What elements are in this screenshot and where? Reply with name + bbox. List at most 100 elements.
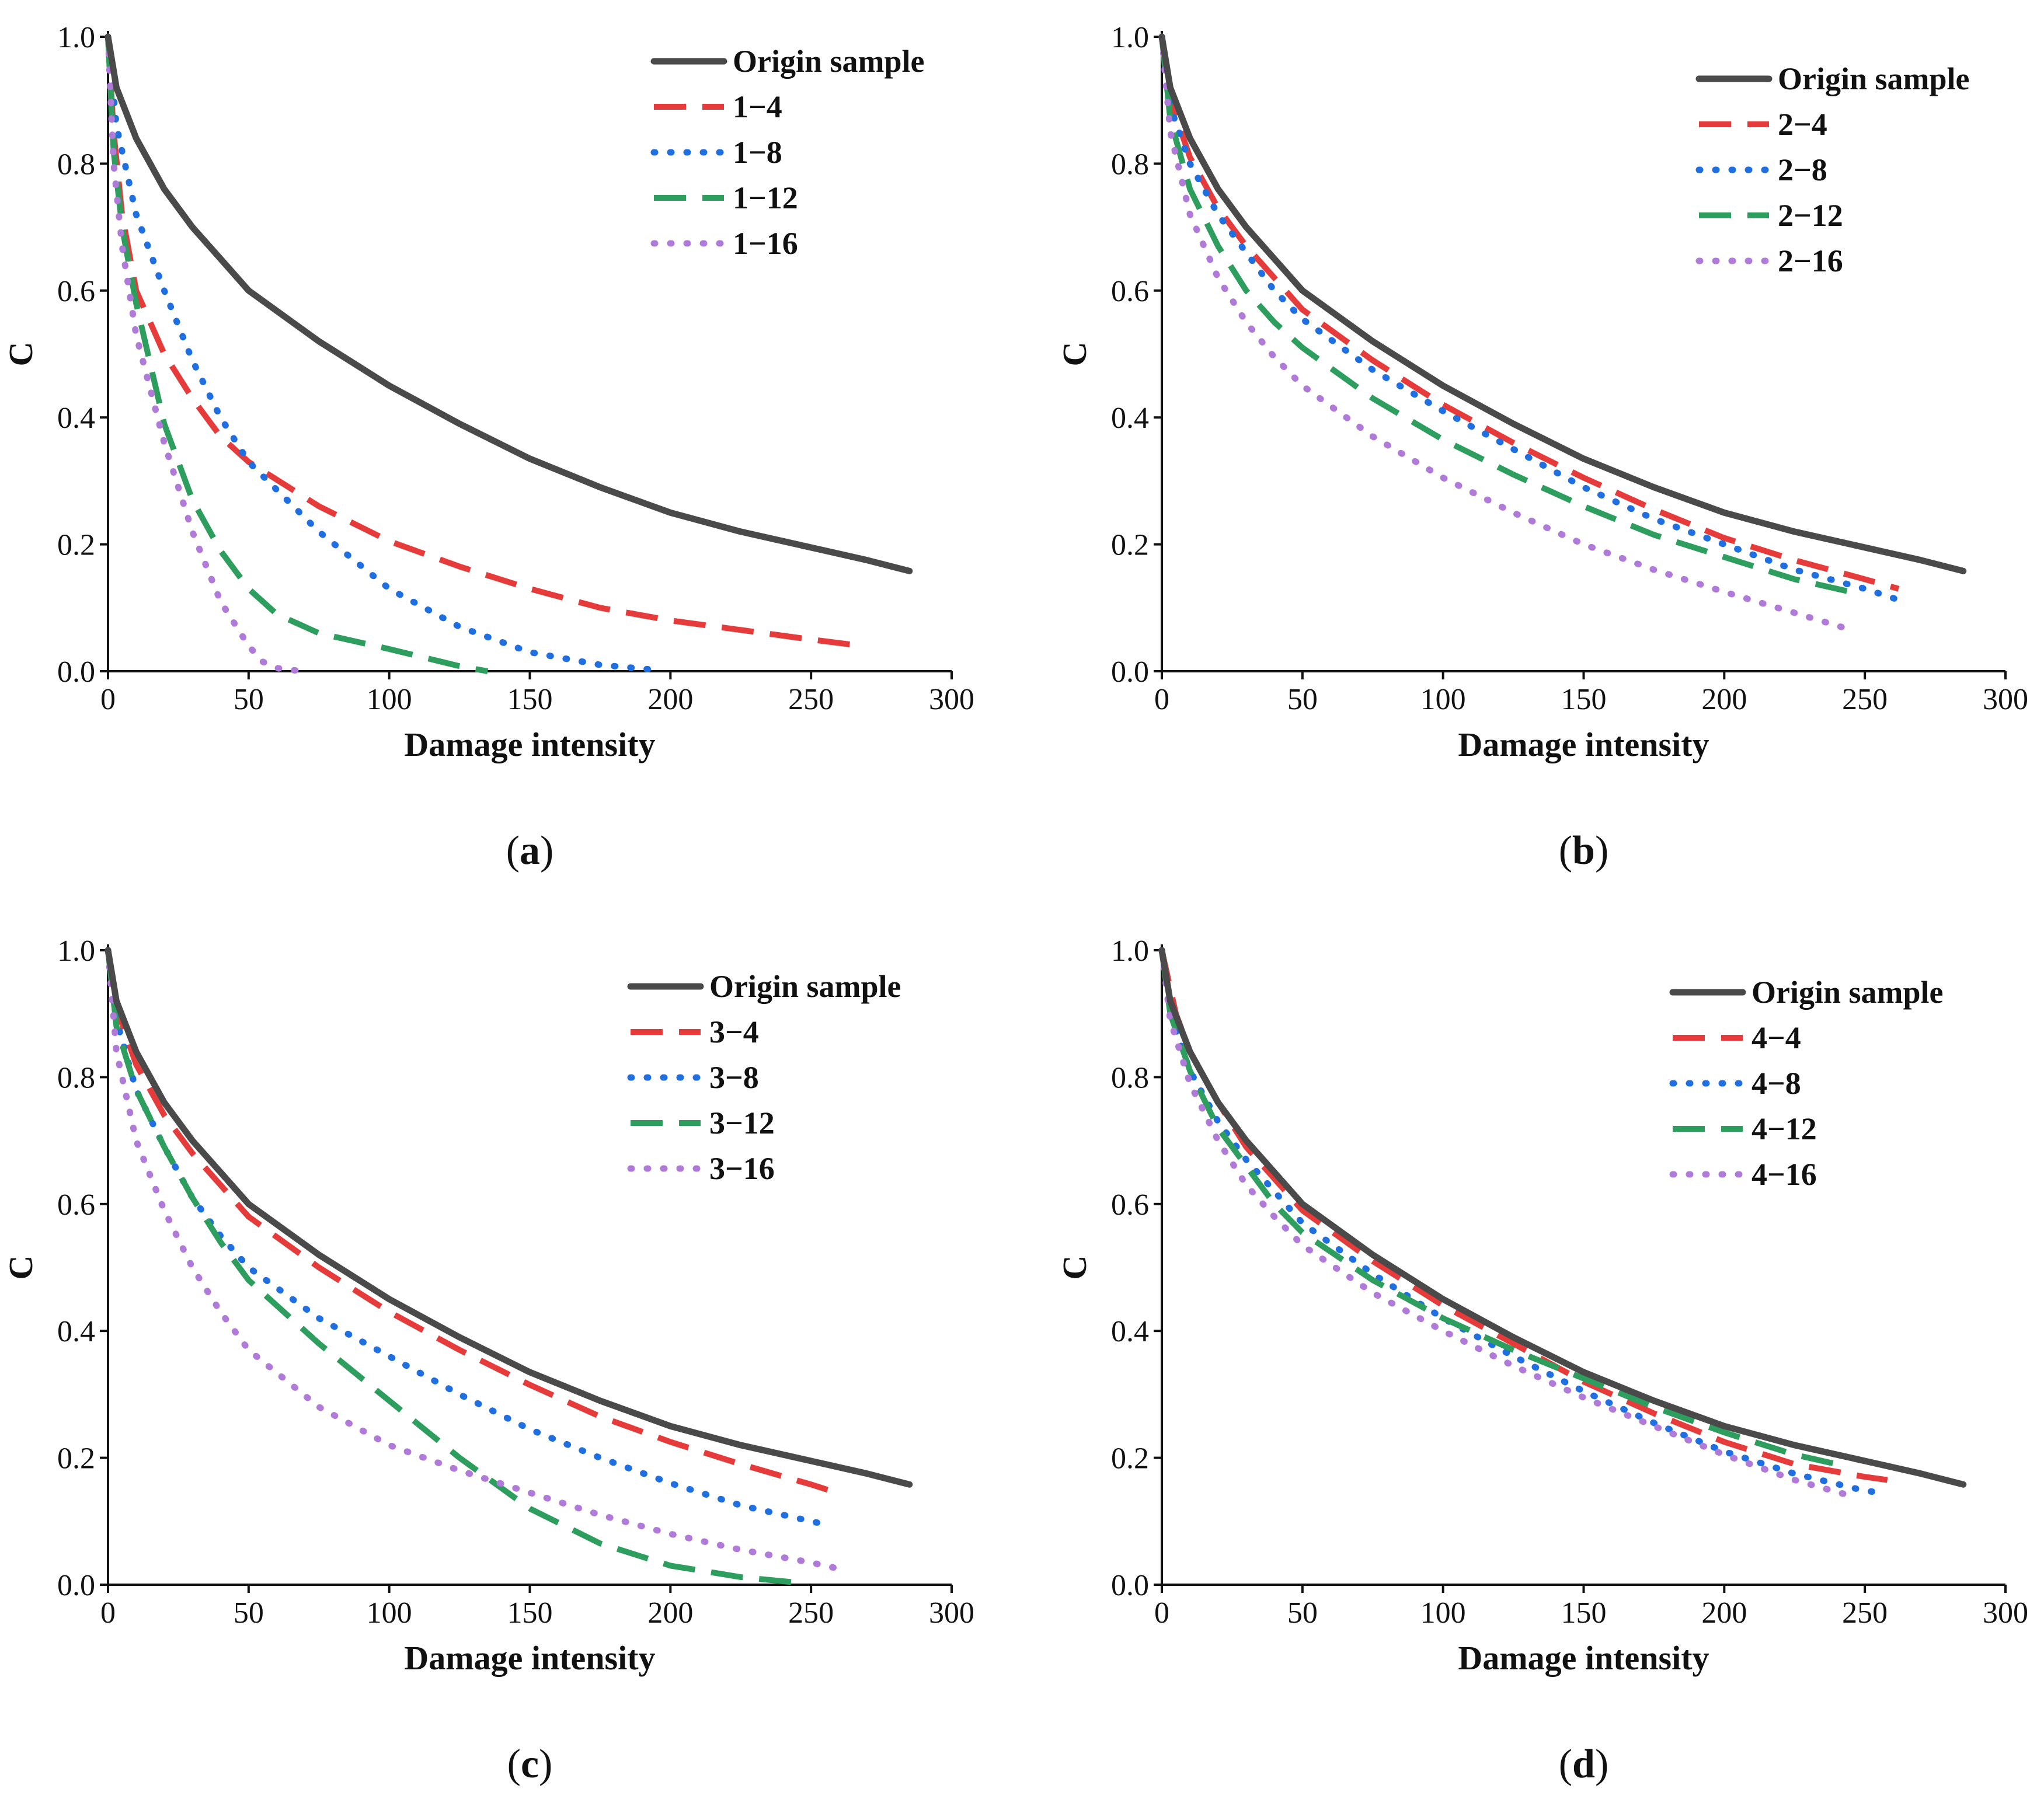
caption-letter: b — [1572, 828, 1595, 873]
series-line-3-12 — [105, 950, 806, 1586]
x-tick-label: 200 — [647, 683, 693, 716]
x-axis-title: Damage intensity — [1458, 1639, 1709, 1677]
x-tick-label: 250 — [788, 683, 834, 716]
x-tick-label: 100 — [367, 1596, 412, 1630]
x-tick-label: 300 — [929, 1596, 974, 1630]
x-tick-label: 0 — [1154, 1596, 1169, 1630]
y-tick-label: 0.2 — [1111, 1442, 1149, 1476]
y-tick-label: 0.2 — [1111, 529, 1149, 562]
y-axis-title: C — [2, 1256, 40, 1280]
legend-label: Origin sample — [1778, 61, 1970, 96]
legend-label: 3−4 — [709, 1014, 759, 1049]
legend-label: Origin sample — [733, 44, 925, 79]
x-tick-label: 0 — [100, 683, 116, 716]
x-tick-label: 150 — [1561, 1596, 1607, 1630]
series-line-1-16 — [105, 33, 308, 675]
caption-letter: a — [520, 828, 540, 873]
x-tick-label: 150 — [507, 683, 553, 716]
chart-panel-d: 0 50 100 150 200 250 300 0.0 0.2 0.4 0.6 0.8 1.0 Dama… — [1056, 934, 2028, 1787]
x-tick-label: 300 — [929, 683, 974, 716]
x-tick-label: 200 — [647, 1596, 693, 1630]
series-line-origin-sample — [105, 947, 913, 1488]
y-axis-title: C — [1056, 1256, 1094, 1280]
y-tick-label: 0.0 — [57, 1569, 95, 1602]
x-tick-label: 250 — [1842, 683, 1888, 716]
x-tick-label: 0 — [1154, 683, 1169, 716]
y-axis-title: C — [2, 342, 40, 367]
chart-panel-a: 0 50 100 150 200 250 300 0.0 0.2 0.4 0.6 0.8 1.0 Dama… — [2, 21, 974, 873]
series-line-2-12 — [1159, 36, 1852, 595]
series-line-4-12 — [1159, 950, 1838, 1467]
legend-label: 3−8 — [709, 1060, 759, 1095]
x-tick-label: 0 — [100, 1596, 116, 1630]
caption-paren-close: ) — [539, 1742, 552, 1787]
y-tick-label: 0.4 — [57, 1315, 95, 1348]
y-tick-label: 0.6 — [1111, 1188, 1149, 1222]
legend-label: 4−12 — [1751, 1111, 1817, 1146]
x-tick-label: 100 — [1420, 1596, 1466, 1630]
legend-label: 4−8 — [1751, 1066, 1801, 1101]
y-tick-label: 0.0 — [1111, 655, 1149, 689]
caption-paren-open: ( — [1559, 828, 1572, 873]
caption-paren-open: ( — [507, 1742, 521, 1787]
y-tick-label: 1.0 — [1111, 21, 1149, 54]
caption-letter: c — [521, 1742, 539, 1787]
x-tick-label: 50 — [1287, 683, 1318, 716]
legend: Origin sample 1−4 1−8 1−12 1−16 — [650, 44, 925, 261]
y-tick-label: 1.0 — [57, 934, 95, 968]
legend-label: 2−8 — [1778, 152, 1827, 187]
x-tick-label: 250 — [1842, 1596, 1888, 1630]
series-line-1-8 — [105, 33, 660, 674]
x-tick-label: 200 — [1701, 1596, 1747, 1630]
y-tick-label: 0.6 — [57, 1188, 95, 1222]
legend: Origin sample 4−4 4−8 4−12 4−16 — [1669, 975, 1944, 1192]
caption-paren-open: ( — [1559, 1742, 1572, 1787]
panel-caption: (d) — [1559, 1742, 1609, 1787]
legend-label: 3−12 — [709, 1106, 775, 1141]
legend-label: 2−12 — [1778, 198, 1843, 233]
y-tick-label: 0.4 — [57, 402, 95, 435]
y-tick-label: 0.6 — [57, 275, 95, 308]
legend-label: 4−16 — [1751, 1157, 1817, 1192]
x-tick-label: 50 — [1287, 1596, 1318, 1630]
series-line-3-4 — [105, 950, 832, 1494]
legend-label: 1−8 — [733, 135, 782, 170]
y-tick-label: 1.0 — [57, 21, 95, 54]
series-line-3-16 — [105, 947, 842, 1572]
y-tick-label: 0.0 — [57, 655, 95, 689]
y-tick-label: 0.4 — [1111, 1315, 1149, 1348]
caption-paren-close: ) — [1595, 1742, 1608, 1787]
y-tick-label: 0.8 — [57, 148, 95, 181]
y-tick-label: 0.8 — [1111, 148, 1149, 181]
series-line-3-8 — [105, 947, 828, 1528]
x-tick-label: 150 — [1561, 683, 1607, 716]
panel-caption: (b) — [1559, 828, 1609, 873]
series-line-origin-sample — [1158, 947, 1967, 1488]
chart-panel-b: 0 50 100 150 200 250 300 0.0 0.2 0.4 0.6 0.8 1.0 Dama… — [1056, 21, 2028, 873]
legend: Origin sample 3−4 3−8 3−12 3−16 — [627, 969, 901, 1186]
caption-letter: d — [1572, 1742, 1595, 1787]
x-tick-label: 50 — [234, 1596, 264, 1630]
legend-label: 2−16 — [1778, 243, 1843, 278]
x-axis-title: Damage intensity — [404, 726, 655, 763]
caption-paren-close: ) — [540, 828, 553, 873]
x-tick-label: 200 — [1701, 683, 1747, 716]
legend-label: Origin sample — [1751, 975, 1944, 1010]
series-line-1-4 — [105, 36, 862, 649]
y-tick-label: 0.8 — [57, 1061, 95, 1094]
series-line-origin-sample — [105, 33, 913, 574]
x-axis-title: Damage intensity — [1458, 726, 1709, 763]
x-tick-label: 150 — [507, 1596, 553, 1630]
series-line-4-16 — [1158, 947, 1854, 1499]
y-tick-label: 0.2 — [57, 529, 95, 562]
y-tick-label: 0.8 — [1111, 1061, 1149, 1094]
x-axis-title: Damage intensity — [404, 1639, 655, 1677]
panel-caption: (c) — [507, 1742, 553, 1787]
x-tick-label: 300 — [1983, 683, 2028, 716]
chart-panel-c: 0 50 100 150 200 250 300 0.0 0.2 0.4 0.6 0.8 1.0 Dama… — [2, 934, 974, 1787]
series-line-1-12 — [105, 36, 489, 674]
caption-paren-close: ) — [1595, 828, 1608, 873]
series-line-2-16 — [1158, 33, 1848, 632]
x-tick-label: 100 — [367, 683, 412, 716]
